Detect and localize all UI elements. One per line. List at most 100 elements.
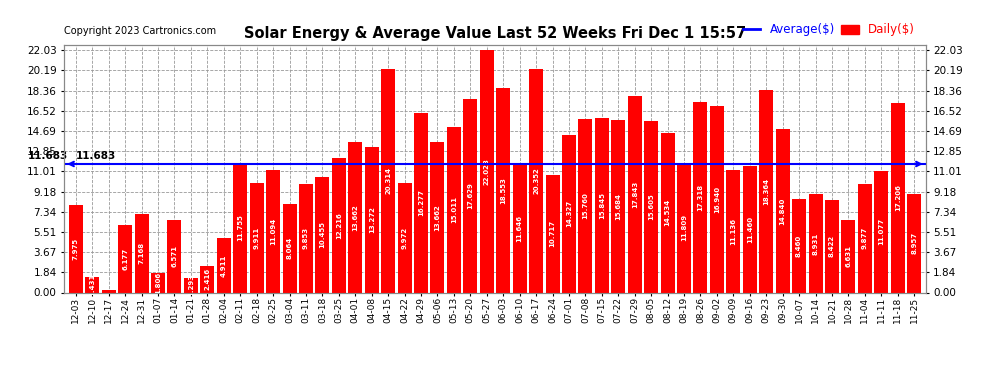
- Bar: [545, 175, 559, 292]
- Text: Copyright 2023 Cartronics.com: Copyright 2023 Cartronics.com: [64, 26, 217, 36]
- Text: 11.094: 11.094: [270, 218, 276, 245]
- Bar: [316, 177, 330, 292]
- Bar: [677, 163, 691, 292]
- Bar: [710, 106, 724, 292]
- Text: 11.460: 11.460: [746, 216, 752, 243]
- Bar: [595, 118, 609, 292]
- Bar: [480, 50, 494, 292]
- Bar: [234, 163, 248, 292]
- Bar: [775, 129, 790, 292]
- Text: 17.318: 17.318: [698, 184, 704, 211]
- Bar: [282, 204, 297, 292]
- Bar: [809, 194, 823, 292]
- Bar: [529, 69, 544, 292]
- Bar: [611, 120, 626, 292]
- Text: 15.760: 15.760: [582, 192, 588, 219]
- Text: 14.840: 14.840: [780, 197, 786, 225]
- Bar: [135, 214, 148, 292]
- Text: 9.877: 9.877: [862, 227, 868, 249]
- Bar: [249, 183, 263, 292]
- Bar: [167, 220, 181, 292]
- Bar: [858, 184, 872, 292]
- Bar: [348, 142, 362, 292]
- Text: 10.455: 10.455: [320, 222, 326, 249]
- Text: 7.975: 7.975: [73, 238, 79, 260]
- Text: 11.136: 11.136: [731, 218, 737, 245]
- Bar: [69, 205, 83, 292]
- Bar: [332, 158, 346, 292]
- Bar: [102, 290, 116, 292]
- Text: 18.364: 18.364: [763, 178, 769, 205]
- Text: 4.911: 4.911: [221, 254, 227, 277]
- Text: 1.806: 1.806: [155, 272, 161, 294]
- Bar: [759, 90, 773, 292]
- Bar: [151, 273, 165, 292]
- Text: 1.293: 1.293: [188, 274, 194, 297]
- Text: 11.755: 11.755: [238, 214, 244, 241]
- Text: 12.216: 12.216: [336, 212, 342, 238]
- Bar: [562, 135, 576, 292]
- Bar: [693, 102, 708, 292]
- Text: 17.843: 17.843: [632, 181, 638, 208]
- Bar: [513, 164, 527, 292]
- Text: 16.277: 16.277: [418, 189, 424, 216]
- Bar: [578, 119, 592, 292]
- Text: 13.662: 13.662: [352, 204, 358, 231]
- Text: 13.272: 13.272: [368, 206, 375, 233]
- Text: 20.314: 20.314: [385, 167, 391, 194]
- Bar: [266, 171, 280, 292]
- Text: 8.460: 8.460: [796, 235, 802, 257]
- Bar: [727, 170, 741, 292]
- Text: 10.717: 10.717: [549, 220, 555, 247]
- Bar: [660, 133, 674, 292]
- Bar: [381, 69, 395, 292]
- Text: 11.809: 11.809: [681, 214, 687, 241]
- Bar: [891, 103, 905, 292]
- Text: 9.911: 9.911: [253, 227, 259, 249]
- Text: 7.168: 7.168: [139, 242, 145, 264]
- Bar: [118, 225, 132, 292]
- Bar: [463, 99, 477, 292]
- Text: 22.028: 22.028: [484, 158, 490, 185]
- Bar: [414, 114, 428, 292]
- Text: 6.177: 6.177: [122, 248, 128, 270]
- Text: 14.534: 14.534: [664, 199, 670, 226]
- Text: 11.646: 11.646: [517, 215, 523, 242]
- Text: 16.940: 16.940: [714, 186, 720, 213]
- Bar: [364, 147, 379, 292]
- Text: 11.683: 11.683: [76, 151, 117, 160]
- Text: 11.683: 11.683: [28, 151, 67, 160]
- Text: 15.845: 15.845: [599, 192, 605, 219]
- Bar: [217, 238, 231, 292]
- Text: 2.416: 2.416: [204, 268, 210, 290]
- Text: 14.327: 14.327: [566, 200, 572, 227]
- Text: 6.571: 6.571: [171, 245, 177, 267]
- Bar: [200, 266, 215, 292]
- Text: 15.684: 15.684: [615, 193, 622, 220]
- Title: Solar Energy & Average Value Last 52 Weeks Fri Dec 1 15:57: Solar Energy & Average Value Last 52 Wee…: [244, 26, 746, 41]
- Legend: Average($), Daily($): Average($), Daily($): [738, 19, 920, 41]
- Bar: [184, 278, 198, 292]
- Bar: [825, 200, 839, 292]
- Text: 1.431: 1.431: [89, 273, 95, 296]
- Bar: [85, 277, 99, 292]
- Text: 8.931: 8.931: [813, 232, 819, 255]
- Text: 11.077: 11.077: [878, 218, 884, 245]
- Bar: [842, 219, 855, 292]
- Bar: [299, 184, 313, 292]
- Bar: [446, 128, 461, 292]
- Bar: [907, 194, 921, 292]
- Bar: [742, 166, 756, 292]
- Text: 17.629: 17.629: [467, 182, 473, 209]
- Text: 15.011: 15.011: [450, 196, 457, 223]
- Text: 9.972: 9.972: [402, 226, 408, 249]
- Text: 8.957: 8.957: [911, 232, 917, 254]
- Bar: [874, 171, 888, 292]
- Bar: [792, 200, 806, 292]
- Text: 20.352: 20.352: [533, 167, 540, 194]
- Text: 8.064: 8.064: [286, 237, 292, 259]
- Text: 13.662: 13.662: [435, 204, 441, 231]
- Bar: [496, 88, 510, 292]
- Text: 18.553: 18.553: [500, 177, 506, 204]
- Bar: [628, 96, 642, 292]
